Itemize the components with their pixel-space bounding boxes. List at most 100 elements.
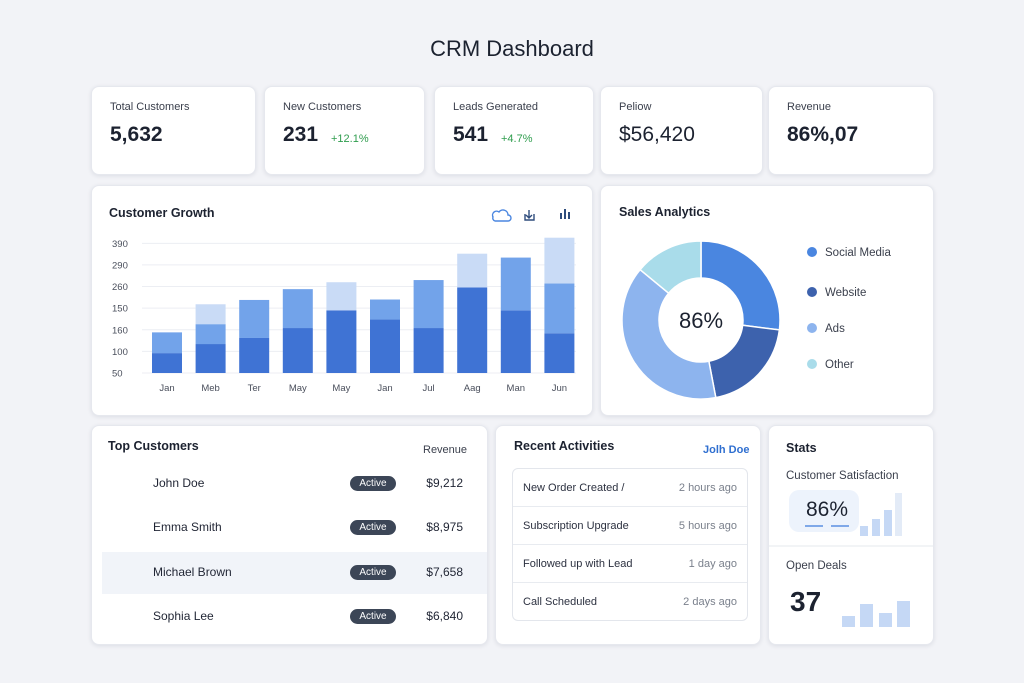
bar-segment [370, 299, 400, 320]
bar-segment [239, 337, 270, 373]
y-tick-label: 260 [112, 282, 128, 293]
customer-row: John Doe Active $9,212 [102, 463, 487, 505]
customer-row: Sophia Lee Active $6,840 [102, 596, 487, 638]
bar-chart: 390 290 260 150 160 100 50 Jan Meb Ter May May Jan Ju… [112, 209, 576, 394]
activity-text: New Order Created / [523, 482, 625, 494]
activity-text: Subscription Upgrade [523, 520, 629, 532]
bar-segment [544, 333, 575, 373]
legend-dot [807, 323, 817, 333]
customer-name: Michael Brown [153, 565, 232, 579]
bar-segment [413, 280, 444, 329]
legend-label: Website [825, 287, 866, 299]
x-tick-label: Jan [159, 383, 174, 394]
status-badge: Active [350, 609, 396, 624]
customer-growth-card: Customer Growth 390 290 260 150 160 100 50 Jan M… [91, 185, 593, 416]
kpi-value: $56,420 [619, 123, 695, 146]
status-badge: Active [350, 565, 396, 580]
kpi-value: 541 [453, 123, 489, 146]
y-tick-label: 100 [112, 347, 128, 358]
stats-card: Stats Customer Satisfaction 86% Open Dea… [768, 425, 934, 645]
bar-segment [282, 328, 313, 373]
column-header: Revenue [423, 444, 468, 456]
donut-segment [700, 240, 781, 331]
legend-dot [807, 247, 817, 257]
card-title: Recent Activities [514, 439, 615, 453]
bar-segment [500, 257, 531, 311]
activity-list: New Order Created / 2 hours ago Subscripti… [512, 468, 748, 621]
donut-center-label: 86% [679, 308, 723, 333]
donut-segment [621, 268, 717, 400]
revenue-value: $9,212 [426, 476, 463, 490]
bar-segment [282, 289, 313, 329]
user-link[interactable]: Jolh Doe [703, 444, 750, 456]
customer-row: Michael Brown Active $7,658 [102, 552, 487, 594]
activity-text: Call Scheduled [523, 596, 597, 608]
activity-time: 1 day ago [688, 558, 737, 570]
legend-label: Social Media [825, 247, 891, 259]
kpi-label: Total Customers [110, 101, 190, 113]
kpi-value: 86%,07 [787, 123, 859, 146]
customer-name: Emma Smith [153, 520, 222, 534]
stat-label: Customer Satisfaction [786, 470, 899, 482]
page-title: CRM Dashboard [430, 36, 594, 61]
y-tick-label: 150 [112, 304, 128, 315]
bar-segment [195, 304, 226, 325]
legend-label: Ads [825, 323, 845, 335]
status-badge: Active [350, 476, 396, 491]
stat-value: 37 [790, 586, 822, 617]
status-badge: Active [350, 520, 396, 535]
x-tick-label: Ter [248, 383, 261, 394]
kpi-card: New Customers 231 +12.1% [264, 86, 425, 175]
kpi-card: Peliow $56,420 [600, 86, 763, 175]
kpi-value: 5,632 [110, 123, 163, 146]
bar-segment [370, 319, 400, 373]
activity-row: New Order Created / 2 hours ago [513, 469, 747, 507]
card-title: Top Customers [108, 439, 199, 453]
kpi-label: Revenue [787, 101, 832, 113]
bar-segment [457, 253, 488, 288]
y-tick-label: 160 [112, 325, 128, 336]
bar-segment [326, 310, 357, 373]
y-tick-label: 390 [112, 239, 128, 250]
bar-segment [544, 237, 575, 284]
stat-value: 86% [806, 498, 849, 521]
stat-decor [769, 493, 933, 627]
kpi-card: Leads Generated 541 +4.7% [434, 86, 594, 175]
x-tick-label: Jun [552, 383, 567, 394]
x-tick-label: Meb [201, 383, 219, 394]
kpi-label: Leads Generated [453, 101, 539, 113]
bar-segment [457, 287, 488, 373]
activity-row: Subscription Upgrade 5 hours ago [513, 507, 747, 545]
customer-name: John Doe [153, 476, 205, 490]
card-title: Customer Growth [109, 206, 215, 220]
x-tick-label: May [332, 383, 350, 394]
legend-label: Other [825, 359, 854, 371]
stat-label: Open Deals [786, 560, 847, 572]
x-tick-label: Jul [423, 383, 435, 394]
x-tick-label: Jan [377, 383, 392, 394]
kpi-change: +4.7% [501, 133, 533, 145]
card-title: Stats [786, 441, 817, 455]
card-title: Sales Analytics [619, 205, 711, 219]
revenue-value: $8,975 [426, 520, 463, 534]
chart-icons[interactable] [491, 209, 570, 222]
donut-chart: Social Media Website Ads Other 86% [621, 240, 891, 400]
bar-segment [152, 332, 182, 354]
activity-time: 2 hours ago [678, 482, 737, 494]
legend-dot [807, 359, 817, 369]
legend-dot [807, 287, 817, 297]
x-tick-label: Man [507, 383, 525, 394]
recent-activities-card: Recent Activities Jolh Doe New Order Cre… [495, 425, 761, 645]
top-customers-card: Top Customers Revenue John Doe Active $9,2… [91, 425, 488, 645]
kpi-label: New Customers [283, 101, 362, 113]
donut-segment [639, 240, 702, 295]
bar-segment [195, 324, 226, 345]
kpi-card: Total Customers 5,632 [91, 86, 256, 175]
bar-segment [195, 344, 226, 373]
activity-row: Call Scheduled 2 days ago [513, 583, 747, 621]
revenue-value: $6,840 [426, 609, 463, 623]
x-tick-label: Aag [464, 383, 481, 394]
bar-segment [500, 310, 531, 373]
